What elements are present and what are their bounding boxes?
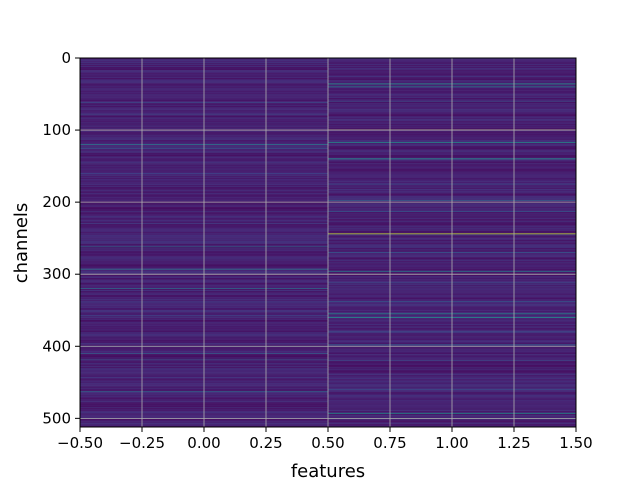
y-tick-label: 0 bbox=[61, 49, 71, 67]
y-tick-label: 400 bbox=[42, 337, 71, 355]
y-axis-ticks: 0 100 200 300 400 500 bbox=[42, 49, 80, 427]
x-axis-ticks: −0.50 −0.25 0.00 0.25 0.50 0.75 1.00 1.25 1.50 bbox=[57, 427, 593, 452]
y-tick-label: 200 bbox=[42, 193, 71, 211]
y-tick-label: 100 bbox=[42, 121, 71, 139]
y-tick-label: 300 bbox=[42, 265, 71, 283]
x-tick-label: −0.25 bbox=[119, 434, 165, 452]
x-tick-label: 1.25 bbox=[497, 434, 530, 452]
x-axis-label: features bbox=[291, 461, 365, 480]
y-axis-label: channels bbox=[11, 203, 32, 284]
x-tick-label: 0.00 bbox=[187, 434, 220, 452]
y-tick-label: 500 bbox=[42, 409, 71, 427]
x-tick-label: 0.25 bbox=[249, 434, 282, 452]
x-tick-label: −0.50 bbox=[57, 434, 103, 452]
x-tick-label: 0.50 bbox=[311, 434, 344, 452]
x-tick-label: 0.75 bbox=[373, 434, 406, 452]
x-tick-label: 1.50 bbox=[559, 434, 592, 452]
x-tick-label: 1.00 bbox=[435, 434, 468, 452]
